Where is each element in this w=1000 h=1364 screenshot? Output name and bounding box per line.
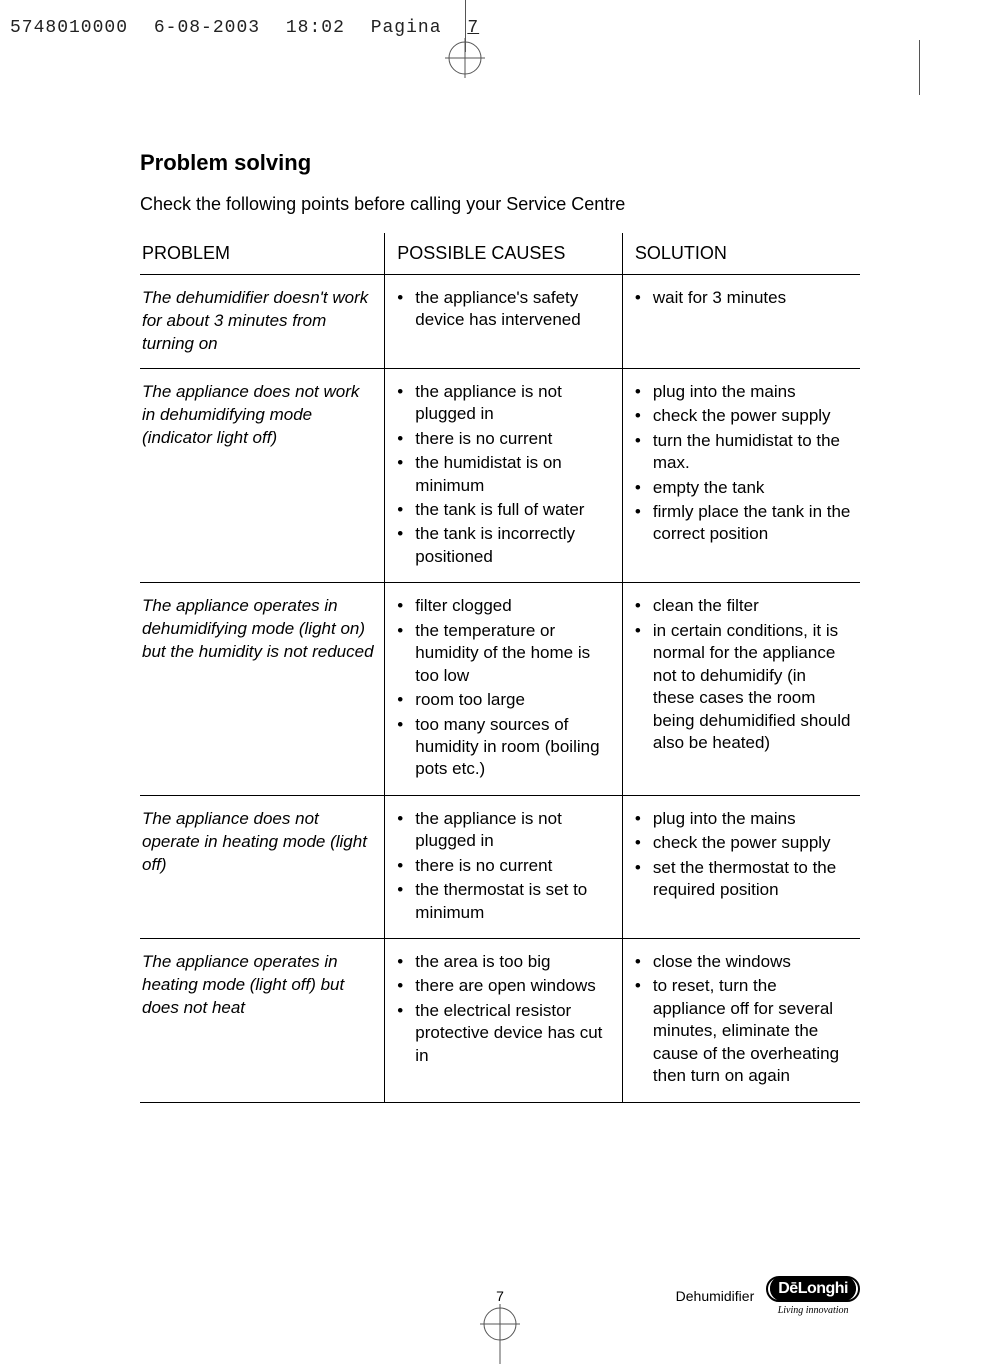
cell-causes: the area is too bigthere are open window… (385, 939, 623, 1103)
list-item: the temperature or humidity of the home … (397, 620, 614, 687)
footer-product: Dehumidifier (676, 1288, 755, 1304)
list-item: there is no current (397, 855, 614, 877)
list-item: there are open windows (397, 975, 614, 997)
doc-id: 5748010000 (10, 18, 128, 38)
list-item: turn the humidistat to the max. (635, 430, 852, 475)
page-label: Pagina (371, 18, 442, 38)
list-item: set the thermostat to the required posit… (635, 857, 852, 902)
cell-solution: wait for 3 minutes (622, 275, 860, 369)
cell-solution: plug into the mainscheck the power suppl… (622, 368, 860, 583)
list-item: the tank is incorrectly positioned (397, 523, 614, 568)
table-row: The dehumidifier doesn't work for about … (140, 275, 860, 369)
th-solution: SOLUTION (622, 233, 860, 275)
cell-causes: filter clogged the temperature or humidit… (385, 583, 623, 796)
doc-time: 18:02 (286, 18, 345, 38)
list-item: filter clogged (397, 595, 614, 617)
cell-problem: The appliance does not work in dehumidif… (140, 368, 385, 583)
troubleshoot-table: PROBLEM POSSIBLE CAUSES SOLUTION The deh… (140, 233, 860, 1103)
list-item: plug into the mains (635, 381, 852, 403)
problem-text: The appliance operates in heating mode (… (142, 951, 376, 1020)
list-item: to reset, turn the appliance off for sev… (635, 975, 852, 1087)
list-item: plug into the mains (635, 808, 852, 830)
th-causes: POSSIBLE CAUSES (385, 233, 623, 275)
th-problem: PROBLEM (140, 233, 385, 275)
list-item: the electrical resistor protective devic… (397, 1000, 614, 1067)
cell-problem: The appliance does not operate in heatin… (140, 795, 385, 938)
table-row: The appliance does not work in dehumidif… (140, 368, 860, 583)
document-meta: 5748010000 6-08-2003 18:02 Pagina 7 (10, 18, 493, 38)
list-item: empty the tank (635, 477, 852, 499)
cell-problem: The appliance operates in dehumidifying … (140, 583, 385, 796)
cell-solution: clean the filter in certain conditions, i… (622, 583, 860, 796)
list-item: the thermostat is set to minimum (397, 879, 614, 924)
page-title: Problem solving (140, 150, 860, 176)
footer-page-number: 7 (496, 1288, 504, 1304)
problem-text: The appliance operates in dehumidifying … (142, 595, 376, 664)
cell-problem: The appliance operates in heating mode (… (140, 939, 385, 1103)
cell-problem: The dehumidifier doesn't work for about … (140, 275, 385, 369)
list-item: too many sources of humidity in room (bo… (397, 714, 614, 781)
crop-mark-bottom (480, 1304, 520, 1364)
list-item: the area is too big (397, 951, 614, 973)
list-item: the appliance's safety device has interv… (397, 287, 614, 332)
list-item: check the power supply (635, 405, 852, 427)
list-item: firmly place the tank in the correct pos… (635, 501, 852, 546)
problem-text: The appliance does not work in dehumidif… (142, 381, 376, 450)
crop-mark-right (919, 40, 920, 95)
cell-causes: the appliance is not plugged inthere is … (385, 368, 623, 583)
cell-solution: plug into the mainscheck the power suppl… (622, 795, 860, 938)
list-item: there is no current (397, 428, 614, 450)
brand-logo: DēLonghi (770, 1276, 856, 1301)
brand-logo-box: DēLonghi Living innovation (766, 1276, 860, 1316)
table-row: The appliance does not operate in heatin… (140, 795, 860, 938)
list-item: wait for 3 minutes (635, 287, 852, 309)
lede-text: Check the following points before callin… (140, 194, 860, 215)
list-item: the appliance is not plugged in (397, 381, 614, 426)
list-item: the tank is full of water (397, 499, 614, 521)
crop-mark-top (435, 0, 495, 90)
cell-causes: the appliance's safety device has interv… (385, 275, 623, 369)
list-item: the humidistat is on minimum (397, 452, 614, 497)
problem-text: The dehumidifier doesn't work for about … (142, 287, 376, 356)
list-item: close the windows (635, 951, 852, 973)
list-item: clean the filter (635, 595, 852, 617)
doc-date: 6-08-2003 (154, 18, 260, 38)
table-row: The appliance operates in dehumidifying … (140, 583, 860, 796)
list-item: room too large (397, 689, 614, 711)
page-root: 5748010000 6-08-2003 18:02 Pagina 7 Prob… (0, 0, 1000, 1364)
list-item: check the power supply (635, 832, 852, 854)
content-block: Problem solving Check the following poin… (140, 150, 860, 1103)
list-item: the appliance is not plugged in (397, 808, 614, 853)
cell-causes: the appliance is not plugged inthere is … (385, 795, 623, 938)
problem-text: The appliance does not operate in heatin… (142, 808, 376, 877)
brand-tagline: Living innovation (778, 1305, 849, 1316)
table-row: The appliance operates in heating mode (… (140, 939, 860, 1103)
cell-solution: close the windowsto reset, turn the appl… (622, 939, 860, 1103)
list-item: in certain conditions, it is normal for … (635, 620, 852, 755)
